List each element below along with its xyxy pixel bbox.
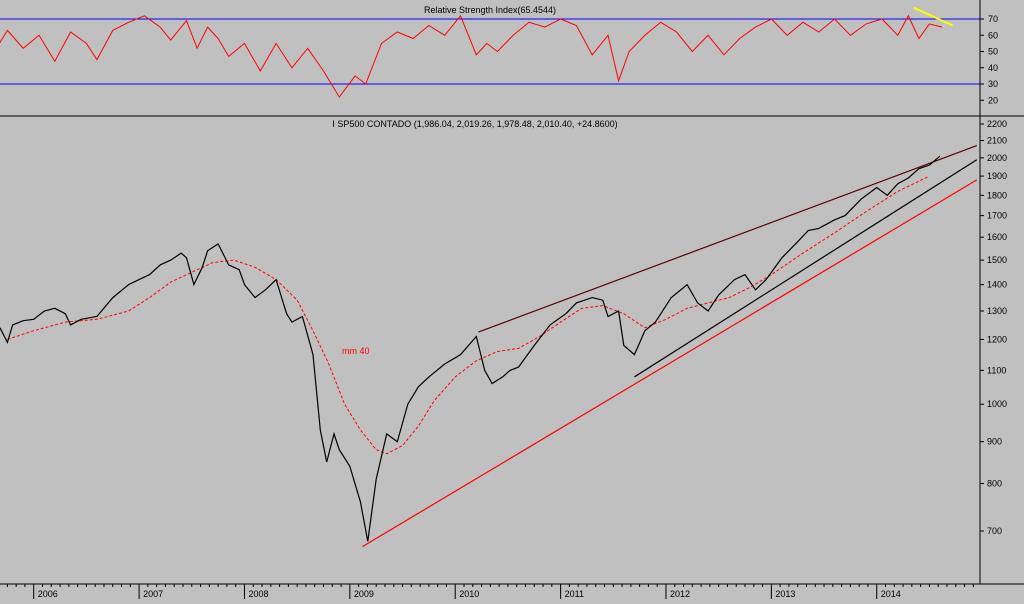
price-trendline-2 bbox=[634, 159, 978, 378]
rsi-panel: 20 30 40 50 60 70 Relative Strength Index(65.… bbox=[0, 5, 998, 105]
price-tick-label: 1500 bbox=[987, 255, 1007, 265]
price-tick-label: 2200 bbox=[987, 119, 1007, 129]
x-ticks: 2006 2007 2008 2009 2010 2011 2012 2013 2014 bbox=[6, 584, 974, 599]
rsi-trendline bbox=[913, 6, 954, 27]
rsi-reference-lines bbox=[0, 18, 980, 85]
price-tick-label: 1100 bbox=[987, 365, 1006, 375]
x-axis: 2006 2007 2008 2009 2010 2011 2012 2013 2014 bbox=[0, 583, 1024, 599]
price-y-ticks: 700 800 900 1000 1100 1200 1300 1400 1500 1600 170… bbox=[980, 119, 1007, 536]
price-tick-label: 1800 bbox=[987, 190, 1007, 200]
moving-average-label: mm 40 bbox=[342, 346, 370, 356]
rsi-tick-label: 20 bbox=[988, 95, 998, 105]
price-trendlines bbox=[362, 145, 978, 548]
rsi-tick-label: 50 bbox=[988, 47, 998, 57]
price-tick-label: 2000 bbox=[987, 153, 1007, 163]
x-tick-label: 2014 bbox=[881, 589, 901, 599]
price-tick-label: 1400 bbox=[987, 280, 1007, 290]
price-title: I SP500 CONTADO (1,986.04, 2,019.26, 1,9… bbox=[332, 119, 617, 129]
price-trendline-1 bbox=[478, 145, 978, 333]
rsi-tick-label: 60 bbox=[988, 30, 998, 40]
rsi-title: Relative Strength Index(65.4544) bbox=[424, 5, 556, 15]
x-tick-label: 2009 bbox=[354, 589, 374, 599]
price-tick-label: 700 bbox=[987, 526, 1002, 536]
rsi-tick-label: 30 bbox=[988, 79, 998, 89]
price-tick-label: 1900 bbox=[987, 171, 1007, 181]
x-tick-label: 2006 bbox=[38, 589, 58, 599]
price-tick-label: 900 bbox=[987, 437, 1002, 447]
x-tick-label: 2007 bbox=[143, 589, 163, 599]
price-panel: 700 800 900 1000 1100 1200 1300 1400 1500 1600 170… bbox=[0, 119, 1007, 548]
price-tick-label: 1700 bbox=[987, 211, 1007, 221]
price-tick-label: 1600 bbox=[987, 232, 1007, 242]
rsi-tick-label: 70 bbox=[988, 14, 998, 24]
x-tick-label: 2011 bbox=[565, 589, 584, 599]
price-trendline-3 bbox=[362, 179, 978, 548]
x-tick-label: 2012 bbox=[670, 589, 690, 599]
moving-average-line bbox=[7, 175, 930, 455]
x-tick-label: 2013 bbox=[775, 589, 795, 599]
price-tick-label: 1000 bbox=[987, 399, 1007, 409]
price-tick-label: 1300 bbox=[987, 306, 1007, 316]
price-series-line bbox=[0, 155, 941, 542]
x-tick-label: 2008 bbox=[248, 589, 268, 599]
x-tick-label: 2010 bbox=[459, 589, 479, 599]
rsi-tick-label: 40 bbox=[988, 63, 998, 73]
rsi-y-ticks: 20 30 40 50 60 70 bbox=[980, 14, 998, 105]
price-tick-label: 1200 bbox=[987, 334, 1007, 344]
price-tick-label: 2100 bbox=[987, 136, 1007, 146]
rsi-series-line bbox=[0, 14, 943, 98]
price-tick-label: 800 bbox=[987, 479, 1002, 489]
